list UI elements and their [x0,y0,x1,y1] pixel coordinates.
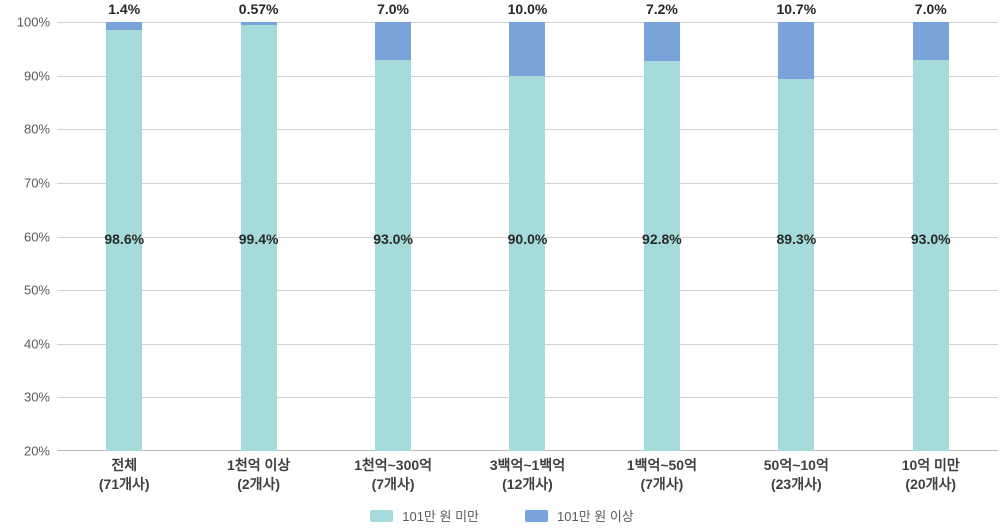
x-axis-label: 10억 미만 (20개사) [864,456,998,494]
bar-segment-over-101 [375,22,412,60]
bar-top-value-label: 10.0% [507,1,548,17]
x-axis-label-count: (12개사) [502,476,553,492]
x-axis-label-count: (7개사) [640,476,684,492]
bar-inner-value-label: 90.0% [507,230,548,247]
stacked-bar [509,22,546,451]
legend-label-under-101: 101만 원 미만 [402,509,479,524]
bar-segment-under-101 [375,59,412,451]
x-axis-label: 전체 (71개사) [57,456,191,494]
x-axis-label-category: 50억~10억 [763,457,829,473]
bar-top-value-label: 7.0% [914,1,947,17]
x-axis-label-count: (2개사) [237,476,281,492]
bar-column: 7.0% 93.0% [326,1,460,451]
bar-top-value-label: 7.0% [377,1,410,17]
legend-item-over-101: 101만 원 이상 [525,506,634,525]
bar-segment-over-101 [106,22,143,30]
bar-inner-value-label: 92.8% [642,230,682,247]
x-axis-label-category: 전체 [111,457,138,473]
stacked-bar [106,22,143,451]
bar-column: 7.2% 92.8% [595,1,729,451]
bar-segment-over-101 [778,22,815,80]
bar-segment-over-101 [643,22,680,61]
x-axis-label: 1백억~50억 (7개사) [595,456,729,494]
bar-segment-under-101 [778,79,815,451]
y-axis: 100% 90% 80% 70% 60% 50% 40% 30% 20% [0,15,50,459]
x-axis-label-category: 1천억~300억 [354,457,433,473]
bar-inner-value-label: 98.6% [104,230,145,247]
bar-column: 7.0% 93.0% [864,1,998,451]
x-axis-label-category: 10억 미만 [901,457,960,473]
y-tick-label: 60% [23,229,50,244]
bar-segment-under-101 [509,75,546,451]
x-axis-label-category: 1백억~50억 [626,457,697,473]
bar-columns: 1.4% 98.6% 0.57% 99.4% 7.0% 93.0% 10.0% 90.0% 7.… [57,1,998,451]
bar-top-value-label: 1.4% [108,1,141,17]
bar-inner-value-label: 89.3% [776,230,817,247]
bar-inner-value-label: 99.4% [238,230,279,247]
bar-top-value-label: 7.2% [645,1,678,17]
bar-column: 10.7% 89.3% [729,1,863,451]
y-tick-label: 90% [23,68,50,84]
stacked-bar [240,22,277,451]
x-axis-label-count: (7개사) [371,476,415,492]
legend-swatch-under-101-icon [370,509,394,522]
x-axis-label-count: (20개사) [905,476,957,492]
plot-area: 1.4% 98.6% 0.57% 99.4% 7.0% 93.0% 10.0% 90.0% 7.… [57,1,998,451]
bar-segment-under-101 [643,60,680,451]
stacked-bar [643,22,680,451]
stacked-bar [778,22,815,451]
y-tick-label: 30% [23,389,50,405]
y-tick-label: 80% [23,121,50,137]
bar-segment-under-101 [106,29,143,451]
legend-item-under-101: 101만 원 미만 [370,506,479,525]
legend-label-over-101: 101만 원 이상 [557,509,634,524]
x-axis-label: 1천억~300억 (7개사) [326,456,460,494]
stacked-bar [912,22,949,451]
bar-column: 10.0% 90.0% [460,1,594,451]
y-tick-label: 100% [16,14,50,30]
x-axis: 전체 (71개사) 1천억 이상 (2개사) 1천억~300억 (7개사) 3백억~1백억 (… [57,456,998,494]
x-axis-label-category: 3백억~1백억 [489,457,566,473]
stacked-bar [375,22,412,451]
bar-top-value-label: 0.57% [238,1,279,17]
x-axis-label-category: 1천억 이상 [227,457,291,473]
bar-column: 1.4% 98.6% [57,1,191,451]
bar-top-value-label: 10.7% [776,1,817,17]
legend: 101만 원 미만 101만 원 이상 [0,506,1004,525]
x-axis-label-count: (71개사) [98,476,150,492]
y-tick-label: 20% [23,443,50,459]
x-axis-label-count: (23개사) [770,476,822,492]
bar-inner-value-label: 93.0% [910,230,951,247]
bar-segment-over-101 [240,22,277,26]
bar-segment-under-101 [912,59,949,451]
x-axis-label: 3백억~1백억 (12개사) [460,456,594,494]
legend-swatch-over-101-icon [525,509,548,522]
x-axis-label: 1천억 이상 (2개사) [191,456,325,494]
bar-segment-over-101 [912,22,949,60]
x-axis-label: 50억~10억 (23개사) [729,456,863,494]
bar-column: 0.57% 99.4% [191,1,325,451]
bar-inner-value-label: 93.0% [373,230,413,247]
bar-segment-over-101 [509,22,546,76]
y-tick-label: 70% [23,175,50,191]
y-tick-label: 50% [23,282,50,298]
bar-segment-under-101 [240,25,277,451]
y-tick-label: 40% [23,336,50,352]
